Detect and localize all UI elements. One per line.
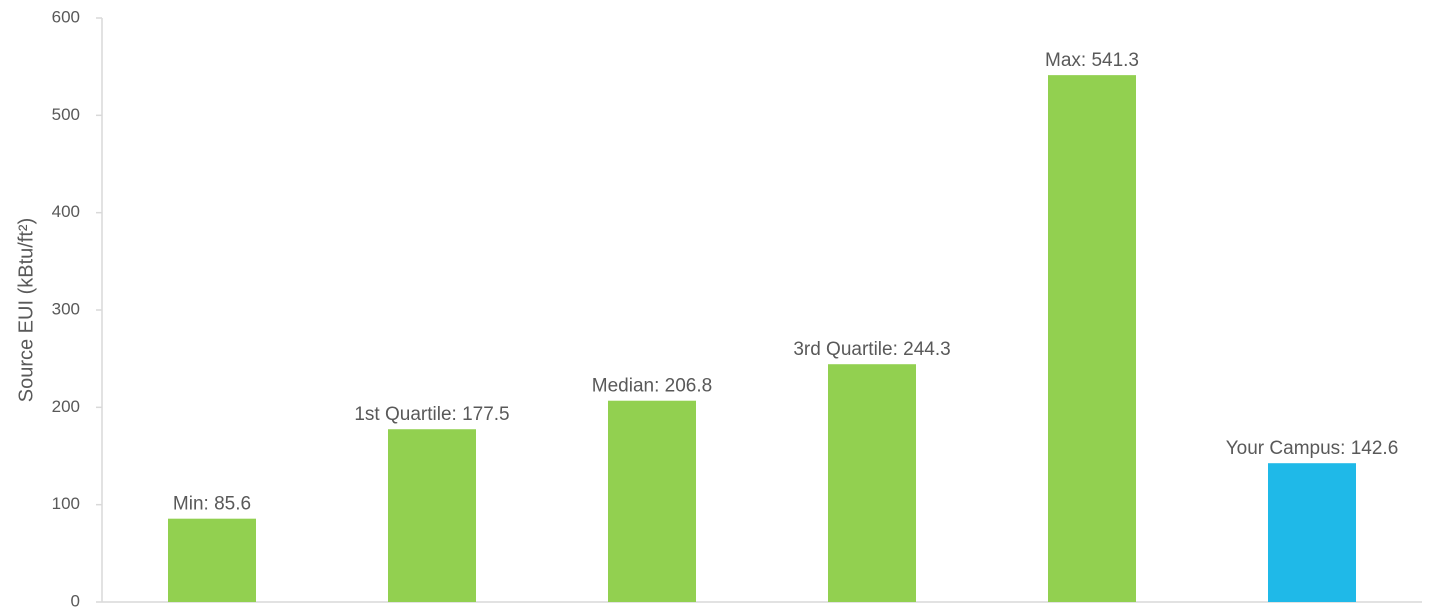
bar	[1048, 75, 1136, 603]
bar	[388, 429, 476, 602]
y-tick-label: 200	[52, 397, 80, 416]
data-label: Your Campus: 142.6	[1226, 438, 1399, 459]
data-label: 1st Quartile: 177.5	[354, 404, 509, 425]
data-label: 3rd Quartile: 244.3	[793, 339, 950, 360]
bar	[168, 518, 256, 602]
data-label: Max: 541.3	[1045, 50, 1139, 71]
y-tick-label: 300	[52, 299, 80, 318]
bar	[828, 364, 916, 602]
y-axis-label: Source EUI (kBtu/ft²)	[15, 218, 37, 403]
data-label: Median: 206.8	[592, 376, 712, 397]
bars-group: Min: 85.6 1st Quartile: 177.5 Median: 206.…	[168, 50, 1399, 603]
data-label: Min: 85.6	[173, 494, 251, 515]
y-tick-label: 0	[71, 591, 80, 610]
bar	[1268, 463, 1356, 602]
y-tick-label: 100	[52, 494, 80, 513]
y-tick-label: 500	[52, 105, 80, 124]
y-axis-ticks: 0 100 200 300 400 500 600	[52, 7, 102, 610]
y-tick-label: 600	[52, 7, 80, 26]
y-tick-label: 400	[52, 202, 80, 221]
bar	[608, 400, 696, 602]
